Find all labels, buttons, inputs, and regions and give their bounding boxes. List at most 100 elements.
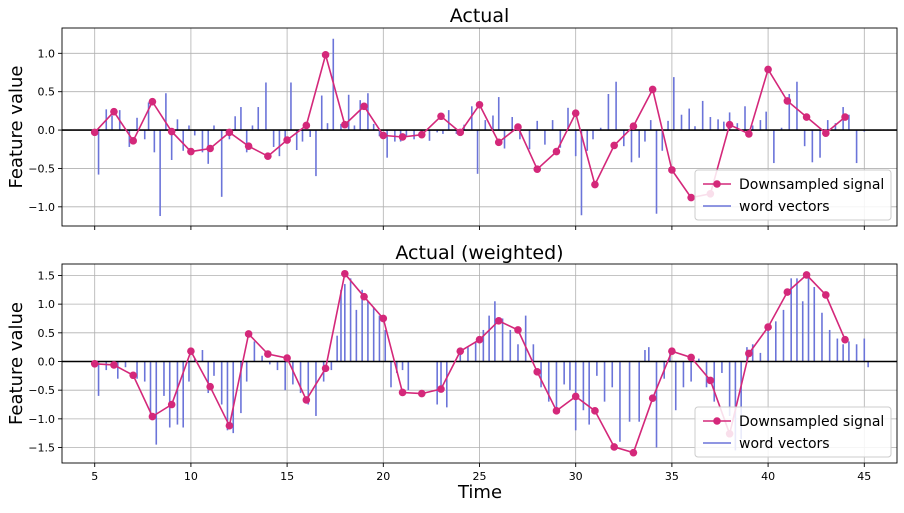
signal-point — [341, 269, 349, 278]
y-tick-label: 0.5 — [38, 86, 56, 99]
x-tick-label: 40 — [761, 470, 775, 483]
signal-point — [571, 392, 580, 401]
signal-point — [417, 389, 426, 398]
signal-point — [437, 385, 445, 393]
chart-panel-2: 5 10 15 20 25 30 35 40 45 −1.5 −1.0 −0.5 0.0 0.5 1.0 1.… — [6, 242, 898, 483]
signal-point — [783, 288, 792, 296]
x-tick-label: 15 — [280, 470, 294, 483]
y-tick-label: −1.5 — [28, 442, 55, 455]
signal-point — [148, 412, 157, 421]
legend-signal-marker — [713, 180, 721, 188]
y-tick-label: 1.0 — [38, 47, 56, 60]
signal-point — [764, 65, 772, 74]
signal-point — [745, 349, 753, 358]
signal-point — [822, 291, 830, 299]
signal-point — [745, 130, 753, 138]
legend-label-vectors: word vectors — [739, 199, 830, 215]
chart-title: Actual — [450, 5, 510, 27]
signal-point — [648, 85, 657, 94]
signal-point — [494, 316, 503, 325]
signal-point — [687, 353, 695, 362]
signal-point — [90, 359, 99, 368]
signal-point — [552, 407, 561, 415]
signal-point — [264, 152, 272, 160]
signal-point — [90, 128, 99, 137]
signal-point — [725, 120, 734, 129]
y-tick-label: 1.5 — [38, 269, 56, 282]
signal-point — [514, 326, 522, 334]
signal-point — [321, 364, 330, 373]
signal-point — [591, 407, 599, 415]
legend-signal-marker — [713, 417, 721, 425]
chart-panel-1: −1.0 −0.5 0.0 0.5 1.0 Actual Feature value Down… — [6, 5, 898, 230]
plot-area — [62, 38, 897, 217]
signal-point — [360, 102, 368, 111]
signal-point — [283, 136, 291, 144]
x-tick-label: 45 — [857, 470, 871, 483]
y-tick-label: 1.0 — [38, 298, 56, 311]
signal-point — [321, 51, 330, 59]
signal-point — [629, 448, 638, 457]
x-tick-label: 5 — [91, 470, 98, 483]
x-tick-label: 25 — [473, 470, 487, 483]
signal-point — [668, 347, 676, 355]
signal-point — [841, 335, 849, 344]
signal-point — [417, 130, 426, 139]
signal-point — [629, 122, 638, 131]
signal-point — [110, 361, 118, 369]
x-tick-label: 30 — [569, 470, 583, 483]
x-tick-label: 10 — [184, 470, 198, 483]
signal-point — [244, 142, 253, 150]
signal-point — [802, 113, 811, 121]
signal-point — [475, 100, 484, 109]
signal-point — [341, 120, 349, 129]
signal-point — [494, 138, 503, 147]
legend-box — [694, 406, 892, 458]
signal-line — [94, 51, 846, 199]
signal-point — [244, 330, 253, 338]
signal-point — [264, 350, 272, 358]
y-axis-label: Feature value — [6, 66, 27, 189]
legend-label-vectors: word vectors — [739, 436, 830, 452]
x-tick-label: 35 — [665, 470, 679, 483]
signal-point — [398, 133, 407, 141]
signal-point — [533, 368, 542, 376]
signal-point — [110, 107, 118, 116]
signal-point — [706, 376, 715, 385]
legend-label-signal: Downsampled signal — [739, 177, 884, 193]
x-tick-label: 20 — [376, 470, 390, 483]
signal-point — [456, 347, 465, 355]
signal-point — [129, 371, 137, 380]
signal-point — [783, 97, 792, 105]
signal-point — [283, 354, 291, 362]
y-tick-label: 0.5 — [38, 327, 56, 340]
signal-point — [187, 147, 195, 156]
signal-point — [571, 109, 580, 117]
legend-box — [694, 169, 892, 221]
signal-point — [610, 141, 618, 150]
signal-point — [456, 128, 465, 137]
signal-point — [225, 128, 234, 137]
signal-point — [514, 123, 522, 131]
legend-label-signal: Downsampled signal — [739, 414, 884, 430]
signal-point — [167, 400, 176, 409]
signal-point — [437, 112, 445, 121]
signal-point — [668, 166, 676, 174]
signal-point — [475, 335, 484, 344]
y-tick-label: −1.0 — [28, 413, 55, 426]
signal-point — [167, 127, 176, 136]
y-tick-label: −1.0 — [28, 201, 55, 214]
signal-point — [206, 144, 214, 153]
signal-point — [129, 137, 137, 145]
signal-point — [610, 443, 618, 451]
y-tick-label: 0.0 — [38, 124, 56, 137]
signal-point — [398, 388, 407, 397]
signal-point — [379, 314, 388, 323]
signal-point — [591, 180, 599, 189]
signal-point — [360, 292, 368, 301]
signal-point — [187, 347, 195, 355]
signal-point — [822, 129, 830, 137]
signal-point — [206, 382, 214, 391]
